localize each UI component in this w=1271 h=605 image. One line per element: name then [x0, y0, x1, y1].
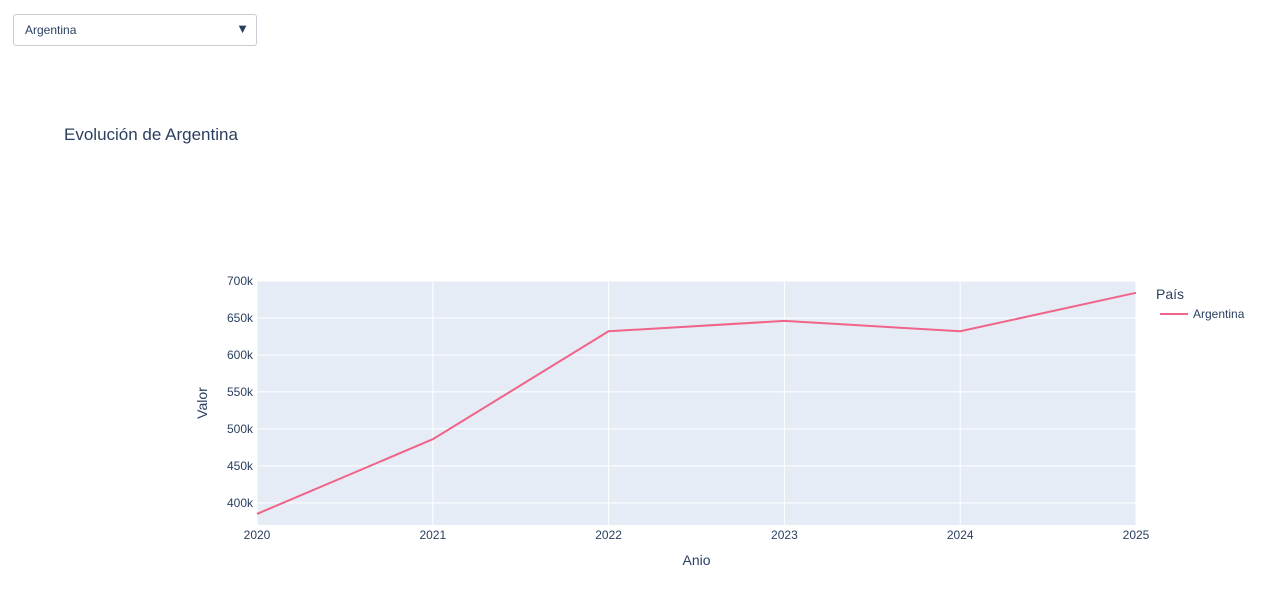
y-tick-label: 700k	[227, 274, 254, 288]
caret-down-icon: ▼	[236, 21, 249, 36]
chart-title: Evolución de Argentina	[64, 125, 238, 144]
x-tick-label: 2021	[419, 528, 446, 542]
legend: País Argentina	[1156, 286, 1245, 321]
grid-lines	[256, 280, 1137, 525]
x-axis-ticks: 2020 2021 2022 2023 2024 2025	[244, 528, 1150, 542]
y-tick-label: 500k	[227, 422, 254, 436]
y-tick-label: 600k	[227, 348, 254, 362]
legend-item-argentina[interactable]: Argentina	[1193, 307, 1245, 321]
plot-area	[257, 281, 1136, 525]
x-axis-label: Anio	[682, 552, 710, 568]
country-dropdown-value: Argentina	[25, 23, 77, 37]
x-tick-label: 2024	[947, 528, 974, 542]
x-tick-label: 2025	[1123, 528, 1150, 542]
x-tick-label: 2020	[244, 528, 271, 542]
x-tick-label: 2022	[595, 528, 622, 542]
y-tick-label: 450k	[227, 459, 254, 473]
y-tick-label: 400k	[227, 496, 254, 510]
series-line-argentina[interactable]	[256, 291, 1137, 515]
series-layer	[256, 291, 1137, 515]
y-tick-label: 650k	[227, 311, 254, 325]
legend-title: País	[1156, 286, 1184, 302]
y-tick-label: 550k	[227, 385, 254, 399]
x-tick-label: 2023	[771, 528, 798, 542]
y-axis-label: Valor	[194, 387, 210, 419]
country-dropdown[interactable]: Argentina ▼	[13, 14, 257, 46]
y-axis-ticks: 400k 450k 500k 550k 600k 650k 700k	[227, 274, 254, 510]
